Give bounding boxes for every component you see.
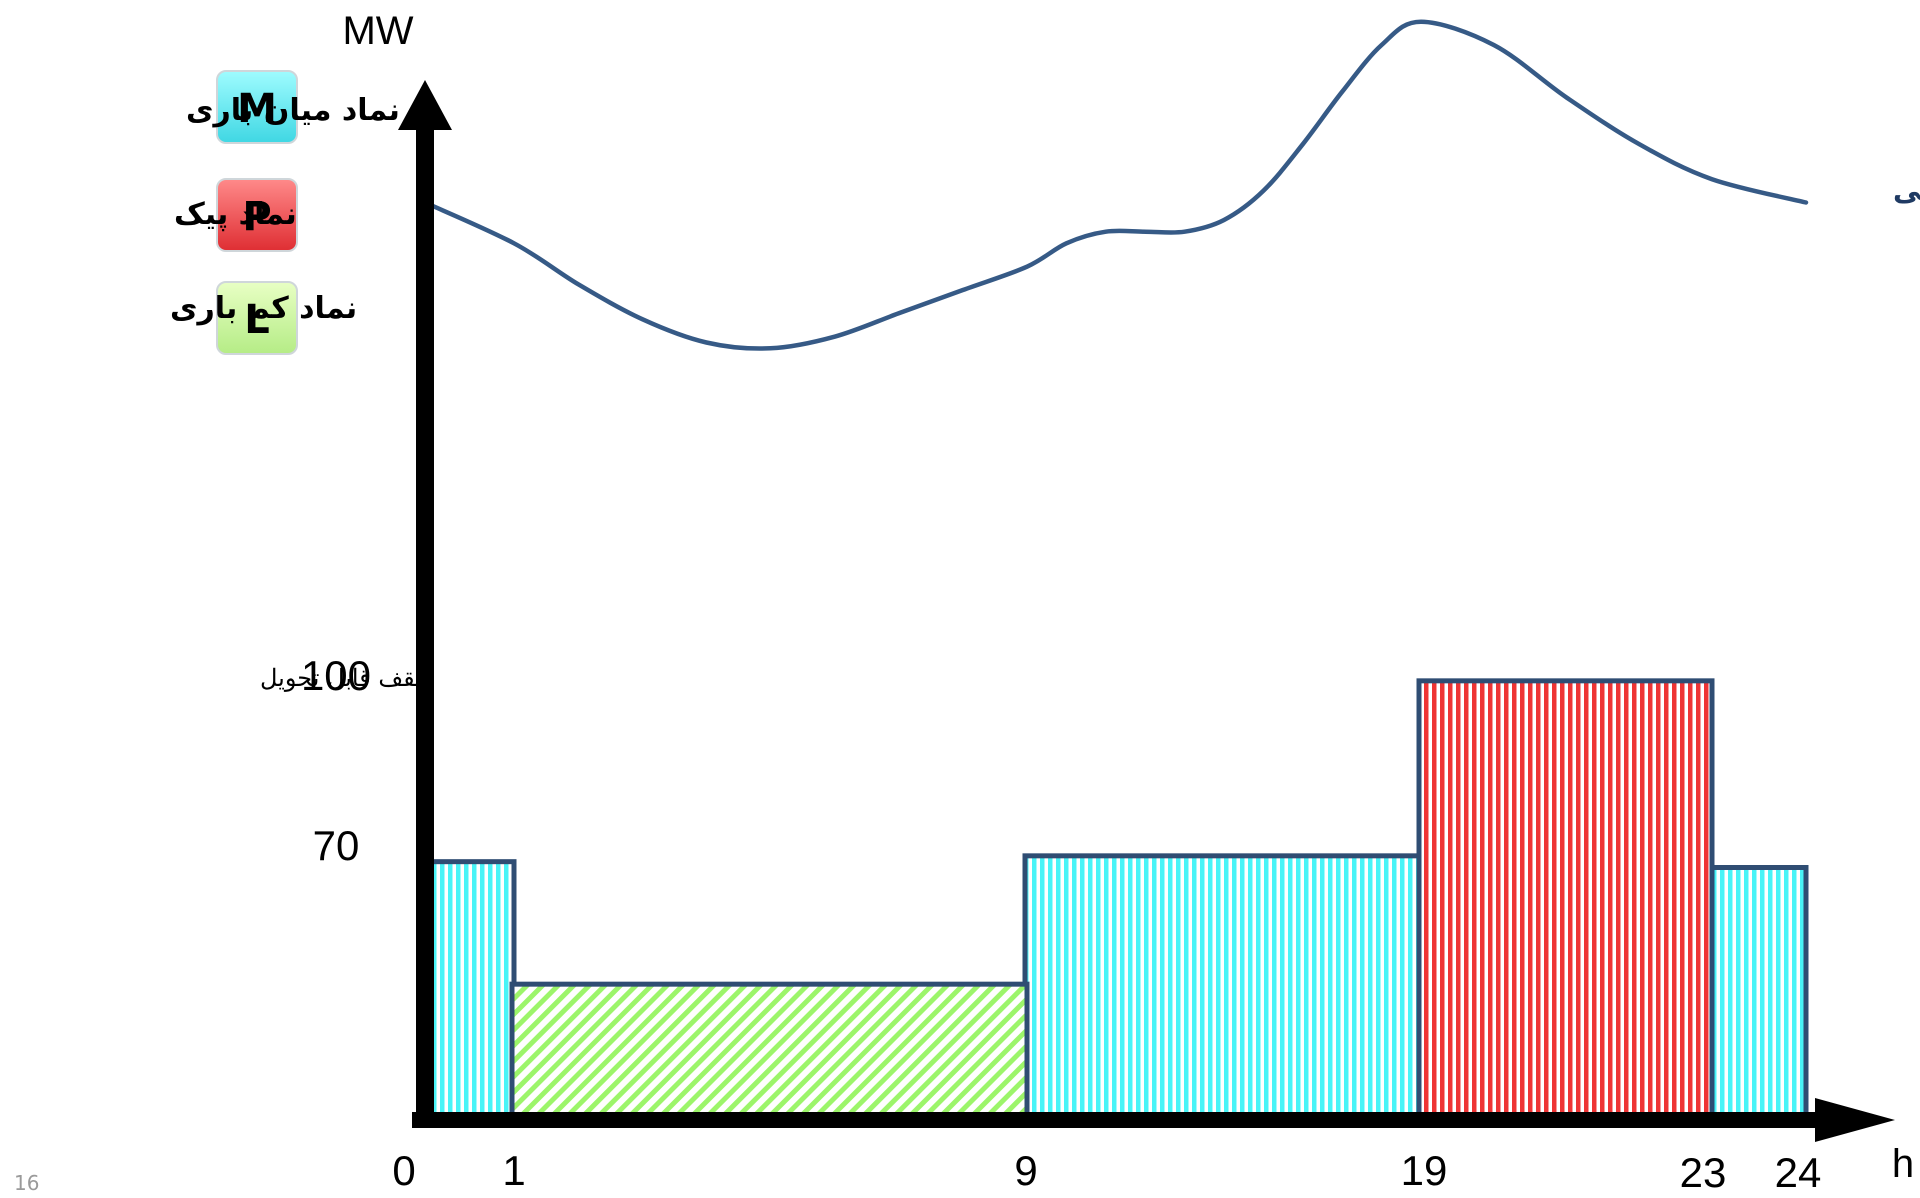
page-number: 16	[14, 1171, 39, 1193]
x-tick-24: 24	[1775, 1149, 1822, 1193]
y-axis-arrow	[398, 80, 452, 130]
x-tick-1: 1	[502, 1147, 525, 1193]
curve-label: مصرف واقعی	[1893, 174, 1920, 207]
x-tick-23: 23	[1680, 1149, 1727, 1193]
peak-symbol-icon	[216, 178, 298, 252]
curve-layer	[422, 19, 1809, 351]
axes	[398, 80, 1895, 1142]
x-tick-19: 19	[1401, 1147, 1448, 1193]
legend-letter-mid: M	[237, 86, 277, 132]
y-tick-100: 100	[301, 652, 371, 699]
capacity-label: سقف قابل تحویل	[260, 664, 435, 692]
bar-mid-23-24	[1707, 865, 1809, 1123]
legend-label-peak: نماد پیک	[174, 197, 297, 232]
x-axis-label: h	[1892, 1142, 1914, 1186]
x-ticks: 0 1 9 19 23 24	[392, 1147, 1822, 1196]
y-ticks: 70 100	[301, 652, 371, 869]
legend-letter-low: L	[244, 297, 270, 343]
bar-low-1-9	[509, 981, 1030, 1123]
x-axis-arrow	[1815, 1098, 1895, 1142]
y-axis-label: MW	[342, 9, 413, 53]
legend-label-mid: نماد میان باری	[186, 93, 400, 128]
x-axis-line	[412, 1112, 1822, 1128]
mid-load-symbol-icon	[216, 70, 298, 144]
low-load-symbol-icon	[216, 281, 298, 355]
bar-mid-9-19	[1022, 853, 1424, 1123]
bar-peak-19-23	[1416, 678, 1715, 1123]
x-tick-9: 9	[1014, 1147, 1037, 1193]
x-tick-0: 0	[392, 1147, 415, 1193]
y-axis-line	[416, 110, 434, 1128]
legend-label-low: نماد کم باری	[170, 291, 357, 326]
legend-letter-peak: P	[242, 194, 271, 240]
bars-layer	[420, 678, 1809, 1123]
bar-mid-0-1	[420, 859, 517, 1123]
actual-consumption-curve	[422, 19, 1809, 351]
y-tick-70: 70	[313, 822, 360, 869]
